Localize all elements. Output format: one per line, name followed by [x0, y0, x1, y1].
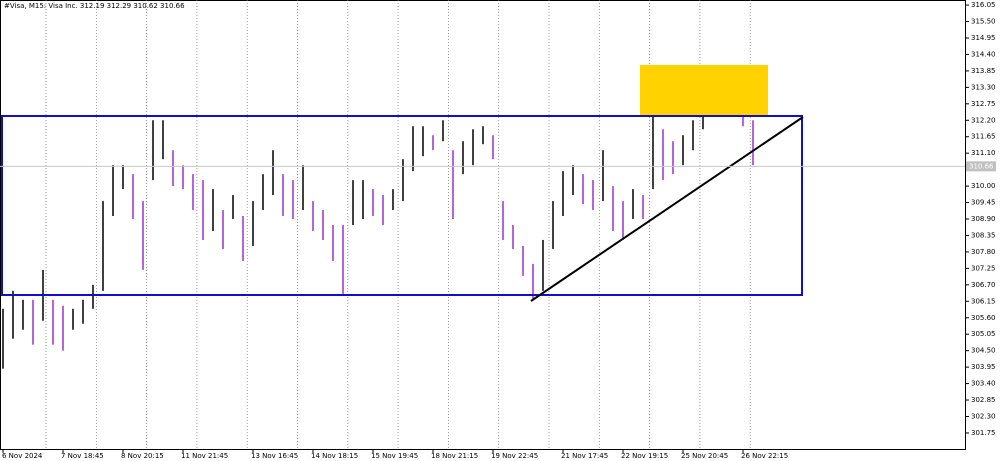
plot-frame — [0, 0, 966, 450]
y-tick-label: 306.70 — [971, 281, 996, 289]
x-tick-label: 26 Nov 22:15 — [741, 452, 788, 460]
range-box — [1, 115, 803, 296]
y-tick-label: 303.95 — [971, 363, 996, 371]
last-price-label: 310.66 — [969, 162, 994, 170]
y-tick-label: 305.05 — [971, 330, 996, 338]
last-price-box — [966, 161, 996, 172]
y-tick-label: 301.75 — [971, 429, 996, 437]
y-tick-label: 306.15 — [971, 297, 996, 305]
x-tick-label: 22 Nov 19:15 — [621, 452, 668, 460]
y-tick-label: 308.90 — [971, 215, 996, 223]
y-tick-label: 307.80 — [971, 248, 996, 256]
y-tick-label: 312.75 — [971, 100, 996, 108]
x-tick-label: 8 Nov 20:15 — [121, 452, 164, 460]
chart-title: #Visa, M15: Visa Inc. 312.19 312.29 310.… — [4, 2, 185, 10]
y-tick-label: 316.05 — [971, 1, 996, 9]
x-tick-label: 6 Nov 2024 — [2, 452, 43, 460]
trend-line — [530, 116, 804, 302]
y-tick-label: 312.20 — [971, 116, 996, 124]
y-tick-label: 313.85 — [971, 67, 996, 75]
x-tick-label: 14 Nov 18:15 — [311, 452, 358, 460]
y-tick-label: 313.30 — [971, 83, 996, 91]
x-tick-label: 18 Nov 21:15 — [431, 452, 478, 460]
y-tick-label: 311.65 — [971, 133, 996, 141]
y-tick-label: 303.40 — [971, 380, 996, 388]
x-tick-label: 25 Nov 20:45 — [681, 452, 728, 460]
y-tick-label: 309.45 — [971, 199, 996, 207]
y-tick-label: 302.30 — [971, 412, 996, 420]
y-tick-label: 308.35 — [971, 231, 996, 239]
y-tick-label: 314.95 — [971, 34, 996, 42]
y-tick-label: 302.85 — [971, 396, 996, 404]
x-tick-label: 7 Nov 18:45 — [61, 452, 104, 460]
x-tick-label: 21 Nov 17:45 — [561, 452, 608, 460]
y-tick-label: 305.60 — [971, 314, 996, 322]
y-tick-label: 307.25 — [971, 264, 996, 272]
x-tick-label: 11 Nov 21:45 — [181, 452, 228, 460]
separators — [45, 0, 751, 450]
y-tick-label: 311.10 — [971, 149, 996, 157]
bars — [2, 66, 754, 369]
y-tick-label: 314.40 — [971, 50, 996, 58]
x-tick-label: 19 Nov 22:45 — [491, 452, 538, 460]
x-tick-label: 15 Nov 19:45 — [371, 452, 418, 460]
y-tick-label: 310.00 — [971, 182, 996, 190]
y-tick-label: 304.50 — [971, 347, 996, 355]
highlight-zone — [640, 65, 768, 116]
x-tick-label: 13 Nov 16:45 — [251, 452, 298, 460]
y-tick-label: 315.50 — [971, 18, 996, 26]
